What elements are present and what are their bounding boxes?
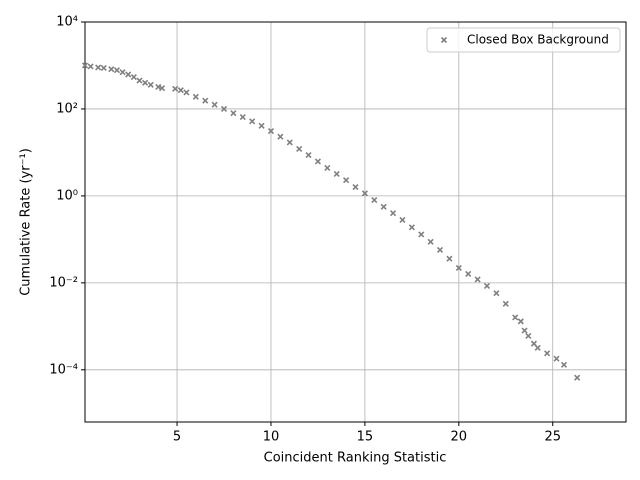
point	[436, 246, 444, 254]
legend-label: Closed Box Background	[467, 33, 609, 47]
point	[249, 118, 256, 125]
point	[258, 122, 265, 129]
point	[574, 374, 581, 381]
point	[314, 158, 321, 165]
point	[147, 81, 154, 88]
point	[380, 203, 387, 210]
point	[517, 318, 524, 325]
point	[371, 197, 378, 204]
point	[525, 332, 532, 340]
point	[130, 74, 137, 81]
point	[418, 231, 425, 238]
point	[553, 355, 560, 362]
point	[352, 183, 359, 191]
point	[192, 93, 199, 100]
point	[87, 63, 94, 70]
y-axis-label: Cumulative Rate (yr⁻¹)	[19, 148, 34, 296]
point	[465, 270, 472, 278]
plot-frame	[84, 21, 627, 423]
point	[136, 77, 143, 84]
point	[446, 255, 453, 262]
point	[100, 64, 107, 71]
point	[119, 69, 126, 76]
point	[113, 67, 120, 74]
x-tick-label: 5	[173, 430, 181, 445]
y-tick-label: 10⁻⁴	[49, 362, 78, 377]
legend-marker	[440, 36, 448, 44]
point	[172, 85, 179, 92]
point	[158, 85, 166, 92]
point	[177, 87, 184, 94]
point	[502, 300, 509, 307]
point	[427, 238, 434, 245]
point	[211, 101, 218, 108]
point	[399, 216, 406, 224]
y-tick-label: 10²	[56, 101, 78, 116]
x-tick-label: 15	[357, 430, 374, 445]
y-tick-label: 10⁻²	[49, 275, 78, 290]
point	[267, 127, 275, 135]
point	[81, 62, 89, 69]
point	[305, 151, 312, 159]
point	[220, 105, 228, 113]
point	[390, 210, 397, 217]
point	[455, 264, 462, 272]
point	[142, 79, 149, 86]
point	[560, 361, 568, 368]
x-axis-label: Coincident Ranking Statistic	[264, 451, 447, 466]
point	[361, 190, 368, 197]
point	[277, 133, 284, 140]
point	[474, 276, 481, 283]
x-tick-label: 10	[263, 430, 280, 445]
point	[239, 114, 246, 121]
point	[286, 139, 293, 146]
point	[408, 224, 415, 231]
point	[493, 290, 500, 297]
point	[343, 177, 350, 184]
point	[483, 282, 491, 289]
point	[108, 66, 115, 73]
point	[324, 164, 331, 171]
point	[125, 71, 132, 78]
point	[521, 327, 528, 334]
point	[534, 344, 541, 351]
point	[95, 64, 102, 71]
x-tick-label: 20	[451, 430, 468, 445]
y-tick-label: 10⁴	[56, 15, 78, 30]
point	[202, 97, 209, 104]
y-tick-label: 10⁰	[56, 188, 78, 203]
legend: Closed Box Background	[426, 27, 621, 53]
point	[544, 350, 551, 357]
point	[512, 314, 519, 321]
legend-box	[426, 27, 621, 53]
point	[230, 110, 237, 117]
point	[183, 89, 190, 96]
point	[296, 145, 303, 153]
x-tick-label: 25	[544, 430, 561, 445]
point	[333, 170, 340, 178]
